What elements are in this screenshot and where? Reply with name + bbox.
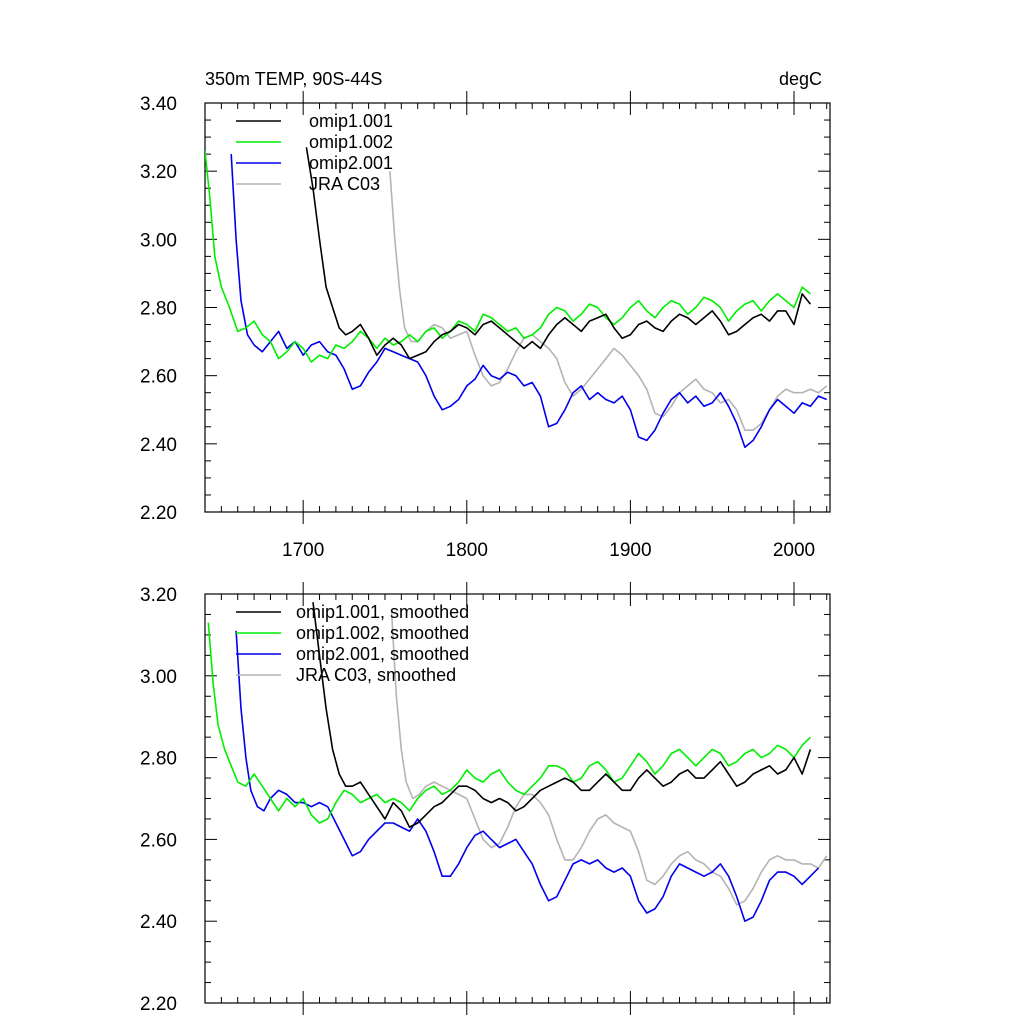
y-tick-label: 2.20 — [140, 994, 177, 1015]
x-tick-label: 2000 — [773, 540, 815, 561]
legend-label: omip1.002, smoothed — [296, 623, 469, 643]
legend-label: JRA C03 — [309, 174, 380, 194]
y-tick-label: 3.00 — [140, 667, 177, 688]
units-label: degC — [779, 69, 822, 89]
series-line-omip1-002 — [205, 150, 811, 363]
y-tick-label: 2.80 — [140, 749, 177, 770]
series-line-jra-c03 — [389, 171, 828, 432]
legend-label: omip1.001 — [309, 111, 393, 131]
y-tick-label: 2.20 — [140, 503, 177, 524]
series-line-omip2-001-smoothed — [235, 630, 820, 923]
legend-label: omip2.001, smoothed — [296, 644, 469, 664]
x-tick-label: 1700 — [282, 540, 324, 561]
y-tick-label: 2.60 — [140, 367, 177, 388]
y-tick-label: 2.40 — [140, 435, 177, 456]
y-tick-label: 3.40 — [140, 94, 177, 115]
y-tick-label: 2.40 — [140, 912, 177, 933]
legend-label: omip2.001 — [309, 153, 393, 173]
series-line-omip1-002-smoothed — [207, 622, 811, 824]
plot-frame — [204, 102, 831, 513]
legend-label: omip1.002 — [309, 132, 393, 152]
series-line-omip1-001-smoothed — [312, 602, 812, 828]
x-tick-label: 1800 — [446, 540, 488, 561]
legend-label: JRA C03, smoothed — [296, 665, 456, 685]
y-tick-label: 3.00 — [140, 230, 177, 251]
bottom-panel: 2.20 2.40 2.60 2.80 3.00 3.20 omip1.001, smoot… — [140, 582, 831, 1015]
top-panel: 350m TEMP, 90S-44S degC 2.20 2.40 2.60 2.80 3.… — [140, 69, 831, 561]
legend-label: omip1.001, smoothed — [296, 602, 469, 622]
y-tick-label: 3.20 — [140, 585, 177, 606]
x-tick-label: 1900 — [609, 540, 651, 561]
chart-title: 350m TEMP, 90S-44S — [205, 69, 382, 89]
y-tick-label: 3.20 — [140, 162, 177, 183]
y-tick-label: 2.80 — [140, 299, 177, 320]
y-tick-label: 2.60 — [140, 830, 177, 851]
series-line-jra-c03-smoothed — [390, 610, 828, 906]
series-line-omip2-001 — [230, 154, 828, 449]
series-line-omip1-001 — [305, 147, 812, 360]
